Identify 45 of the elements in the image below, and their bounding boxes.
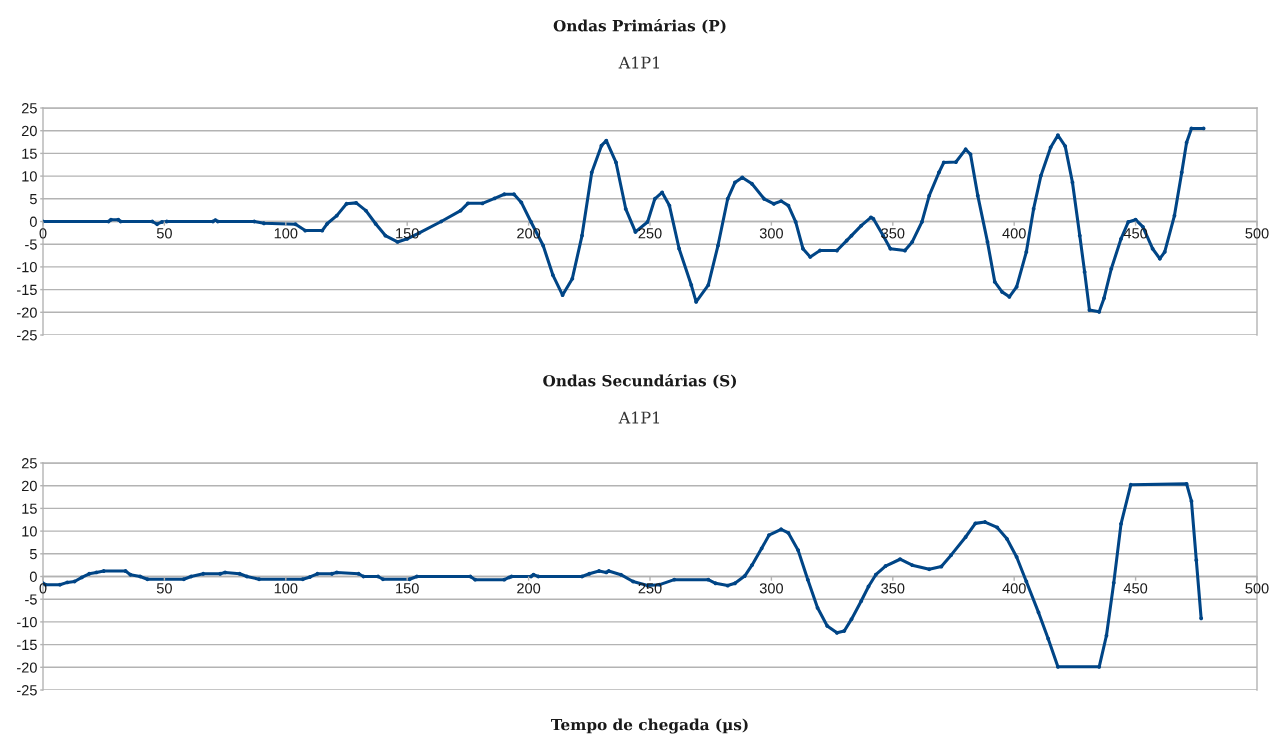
y-tick-label: -10 <box>17 262 37 273</box>
y-tick-label: -5 <box>25 239 37 250</box>
chart-title: Ondas Secundárias (S) <box>543 374 737 389</box>
y-tick-label: 20 <box>21 125 37 137</box>
y-tick-label: -20 <box>17 662 37 673</box>
x-tick-label: 250 <box>638 228 662 239</box>
x-tick-label: 300 <box>759 583 783 594</box>
y-tick-label: 10 <box>22 526 37 537</box>
y-tick-label: -25 <box>17 330 37 341</box>
y-tick-label: 5 <box>29 549 37 560</box>
chart-subtitle: A1P1 <box>618 411 660 424</box>
x-tick-label: 400 <box>1002 583 1026 594</box>
y-tick-label: 0 <box>29 571 37 582</box>
chart-title: Ondas Primárias (P) <box>553 19 726 34</box>
x-tick-label: 500 <box>1245 228 1269 239</box>
y-tick-label: -5 <box>25 594 37 605</box>
x-tick-label: 300 <box>759 228 783 239</box>
y-tick-label: 25 <box>21 103 37 114</box>
y-tick-label: 20 <box>21 480 37 492</box>
x-tick-label: 500 <box>1245 583 1269 594</box>
x-tick-label: 0 <box>39 583 47 594</box>
y-tick-label: 15 <box>22 148 37 159</box>
x-tick-label: 450 <box>1123 583 1148 594</box>
y-tick-label: 10 <box>22 171 37 182</box>
y-tick-label: 25 <box>21 458 37 469</box>
y-tick-label: 0 <box>29 216 37 227</box>
x-tick-label: 100 <box>274 228 298 239</box>
x-axis-title: Tempo de chegada (µs) <box>551 718 748 734</box>
y-tick-label: -15 <box>17 284 37 296</box>
y-tick-label: -10 <box>17 617 37 628</box>
y-tick-label: -15 <box>17 639 37 651</box>
y-tick-label: -20 <box>17 307 37 318</box>
x-tick-label: 250 <box>638 583 662 594</box>
y-tick-label: 15 <box>22 503 37 514</box>
x-tick-label: 100 <box>274 583 298 594</box>
x-tick-label: 350 <box>881 583 905 594</box>
y-tick-label: -25 <box>17 685 37 696</box>
y-tick-label: 5 <box>29 194 37 205</box>
x-tick-label: 200 <box>517 583 541 594</box>
x-tick-label: 50 <box>156 583 172 594</box>
x-tick-label: 50 <box>156 228 172 239</box>
x-tick-label: 400 <box>1002 228 1026 239</box>
chart-subtitle: A1P1 <box>618 56 660 69</box>
x-tick-label: 150 <box>396 583 419 594</box>
x-tick-label: 0 <box>39 228 47 239</box>
